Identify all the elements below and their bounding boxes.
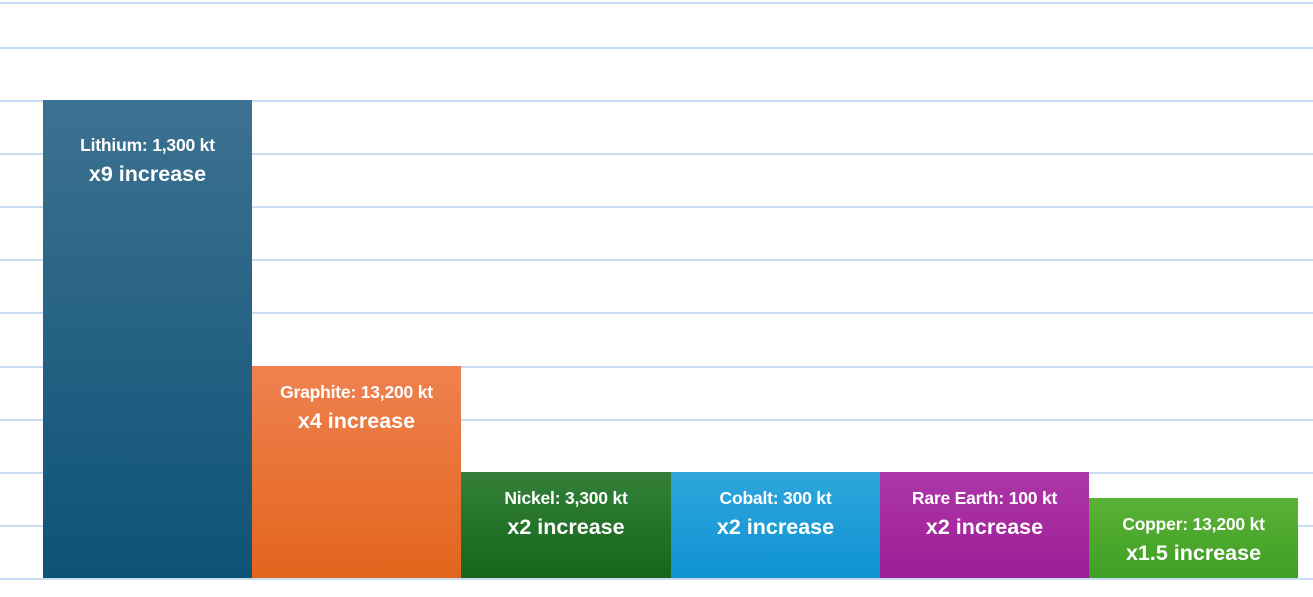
gridline <box>0 312 1313 315</box>
bar-label-cobalt: Cobalt: 300 kt <box>719 487 832 508</box>
bar-rare-earth: Rare Earth: 100 kt x2 increase <box>880 471 1089 578</box>
bar-cobalt: Cobalt: 300 kt x2 increase <box>671 471 880 578</box>
bar-sublabel-cobalt: x2 increase <box>716 514 835 539</box>
gridline <box>0 259 1313 262</box>
bar-label-rare-earth: Rare Earth: 100 kt <box>911 487 1058 508</box>
gridline <box>0 46 1313 49</box>
bar-label-graphite: Graphite: 13,200 kt <box>280 381 433 402</box>
plot-area-top-border <box>0 2 1313 4</box>
bar-sublabel-rare-earth: x2 increase <box>925 514 1044 539</box>
gridline <box>0 100 1313 102</box>
bar-label-lithium: Lithium: 1,300 kt <box>80 135 215 155</box>
bar-sublabel-copper: x1.5 increase <box>1125 541 1262 566</box>
gridline <box>0 578 1313 580</box>
bar-sublabel-nickel: x2 increase <box>507 514 625 539</box>
bar-nickel: Nickel: 3,300 kt x2 increase <box>461 471 671 578</box>
bar-copper: Copper: 13,200 kt x1.5 increase <box>1089 498 1298 578</box>
gridline <box>0 206 1313 209</box>
gridline <box>0 153 1313 156</box>
bar-label-copper: Copper: 13,200 kt <box>1122 514 1265 535</box>
bar-sublabel-lithium: x9 increase <box>88 162 207 186</box>
bar-sublabel-graphite: x4 increase <box>297 408 416 433</box>
bar-label-nickel: Nickel: 3,300 kt <box>504 487 628 508</box>
bar-lithium: Lithium: 1,300 kt x9 increase <box>43 100 252 578</box>
bar-graphite: Graphite: 13,200 kt x4 increase <box>252 365 461 578</box>
gridline <box>0 365 1313 368</box>
gridline <box>0 418 1313 421</box>
